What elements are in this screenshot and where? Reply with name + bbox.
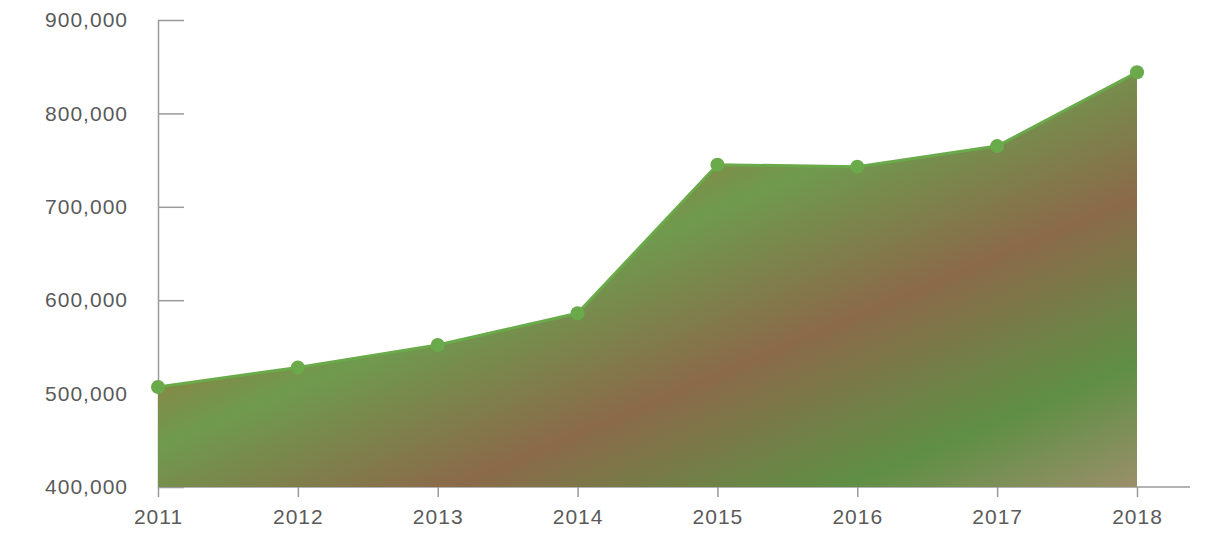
x-tick-label: 2015 — [693, 505, 744, 528]
x-tick: 2011 — [134, 487, 183, 528]
x-tick: 2016 — [832, 487, 883, 528]
x-axis: 2011 2012 2013 2014 2015 2016 2017 2018 — [134, 487, 1190, 528]
x-tick-label: 2013 — [413, 505, 464, 528]
x-tick-label: 2017 — [972, 505, 1023, 528]
point — [431, 338, 445, 352]
x-tick-mark — [158, 487, 160, 497]
y-tick-label: 900,000 — [45, 8, 128, 31]
point — [571, 306, 585, 320]
y-tick: 800,000 — [45, 102, 184, 125]
y-tick: 900,000 — [45, 8, 184, 31]
area — [158, 72, 1137, 487]
line — [158, 72, 1137, 387]
point — [850, 160, 864, 174]
x-tick: 2017 — [972, 487, 1023, 528]
x-tick-mark — [1137, 487, 1139, 497]
y-tick-label: 500,000 — [45, 382, 128, 405]
chart: 400,000 500,000 600,000 700,000 800,000 900,0… — [0, 0, 1205, 548]
x-tick-label: 2018 — [1112, 505, 1163, 528]
y-tick: 600,000 — [45, 288, 184, 311]
x-tick-mark — [997, 487, 999, 497]
point — [291, 360, 305, 374]
y-tick-label: 800,000 — [45, 102, 128, 125]
x-tick-mark — [298, 487, 300, 497]
x-tick-label: 2016 — [832, 505, 883, 528]
x-tick-mark — [577, 487, 579, 497]
x-tick: 2018 — [1112, 487, 1163, 528]
x-tick-mark — [437, 487, 439, 497]
point — [1130, 65, 1144, 79]
y-tick-mark — [158, 300, 184, 302]
plot-area — [151, 65, 1144, 487]
x-tick: 2015 — [693, 487, 744, 528]
x-tick: 2012 — [273, 487, 324, 528]
x-tick-mark — [857, 487, 859, 497]
x-tick-label: 2011 — [134, 505, 183, 528]
point — [151, 380, 165, 394]
x-tick-label: 2012 — [273, 505, 324, 528]
y-tick: 700,000 — [45, 195, 184, 218]
y-tick-mark — [158, 20, 184, 22]
y-tick-label: 700,000 — [45, 195, 128, 218]
y-tick-label: 600,000 — [45, 288, 128, 311]
point — [990, 139, 1004, 153]
x-tick: 2013 — [413, 487, 464, 528]
x-tick: 2014 — [553, 487, 604, 528]
x-tick-mark — [717, 487, 719, 497]
y-tick-label: 400,000 — [45, 475, 128, 498]
point — [710, 158, 724, 172]
y-tick-mark — [158, 113, 184, 115]
y-tick-mark — [158, 207, 184, 209]
x-tick-label: 2014 — [553, 505, 604, 528]
